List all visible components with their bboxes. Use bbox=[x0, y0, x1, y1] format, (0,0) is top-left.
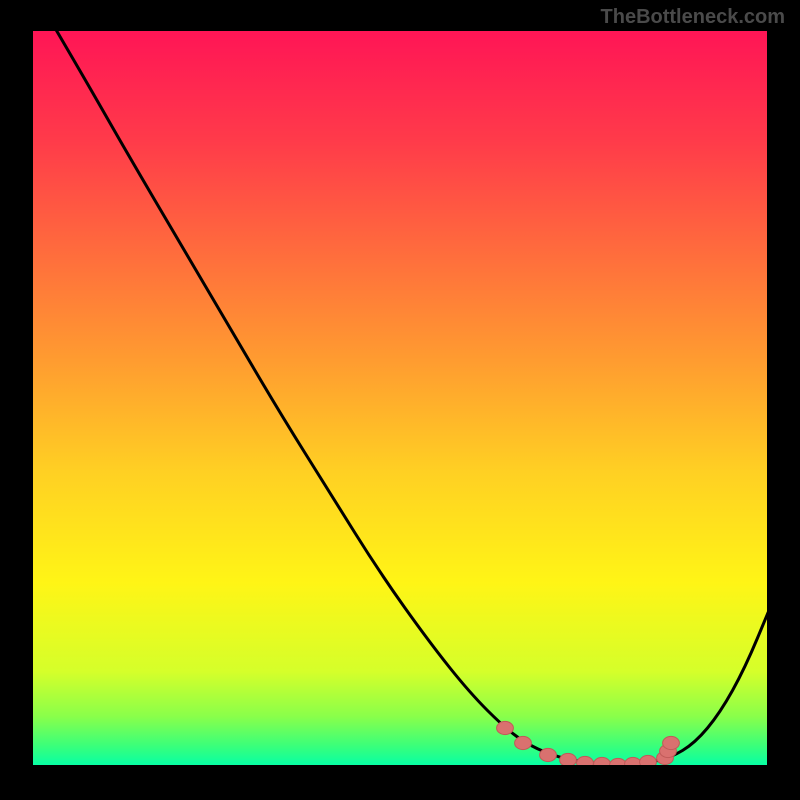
chart-container: TheBottleneck.com bbox=[0, 0, 800, 800]
watermark-text: TheBottleneck.com bbox=[601, 6, 785, 29]
plot-frame bbox=[30, 28, 770, 768]
